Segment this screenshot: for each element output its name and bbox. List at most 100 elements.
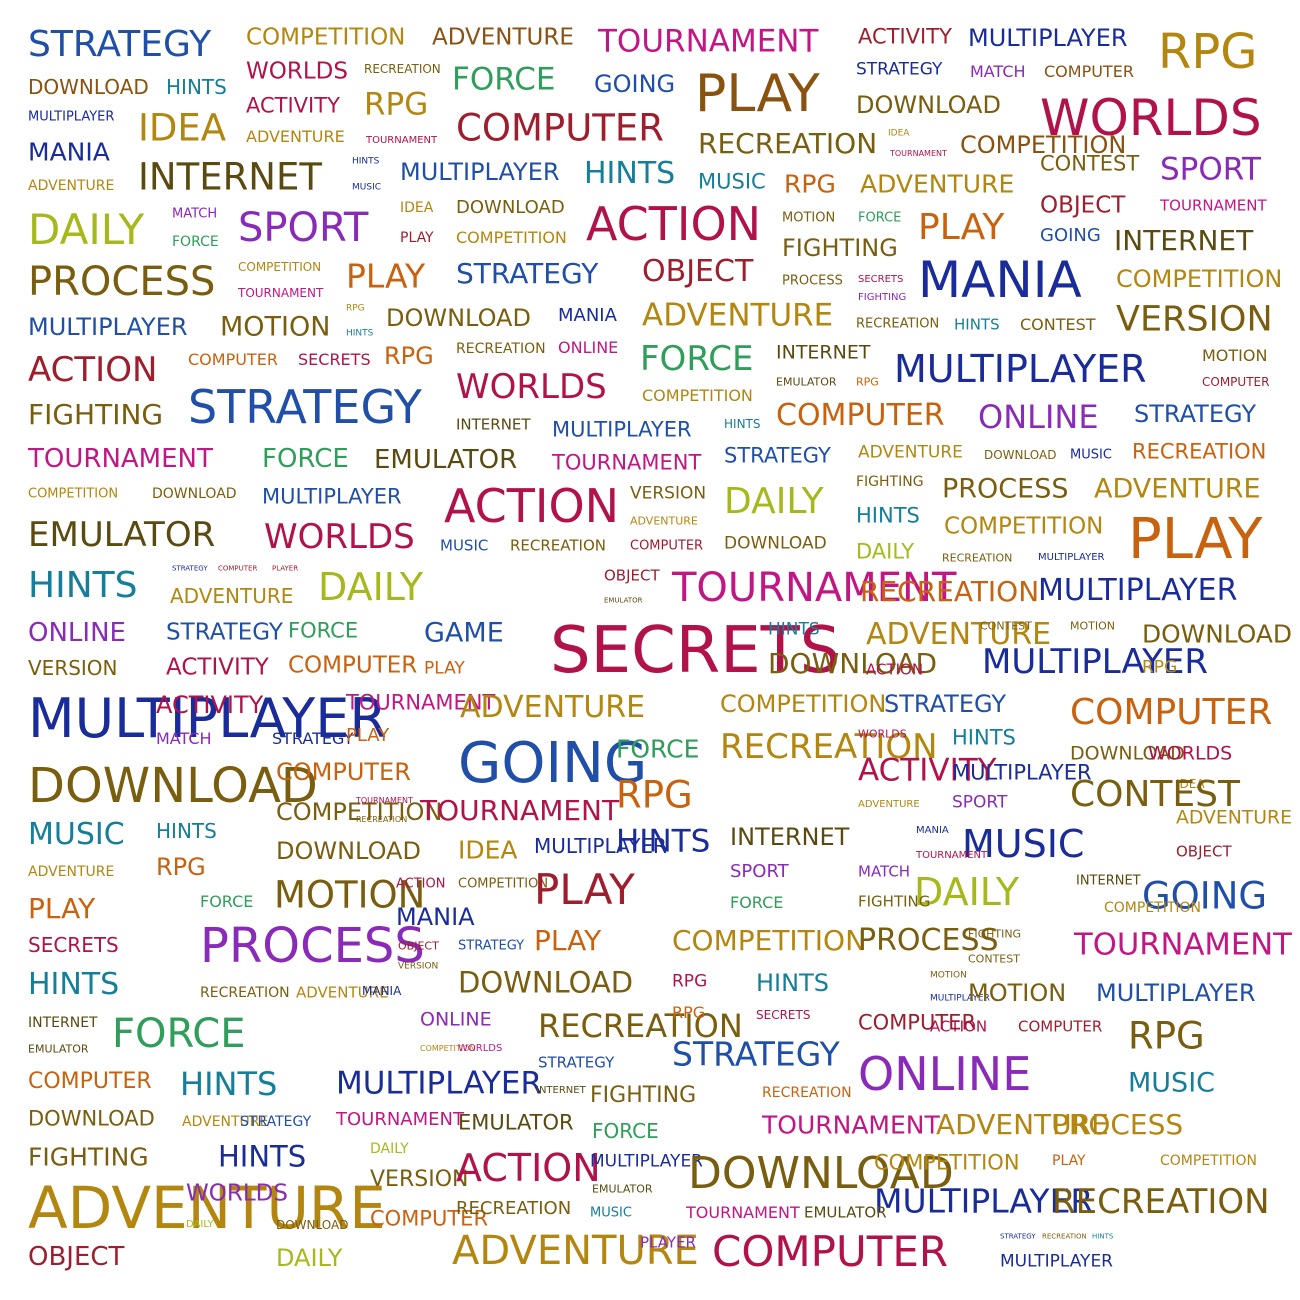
cloud-word: DOWNLOAD — [984, 448, 1057, 462]
cloud-word: ACTION — [866, 660, 924, 679]
cloud-word: RECREATION — [856, 316, 940, 332]
cloud-word: PLAY — [534, 865, 635, 914]
cloud-word: SPORT — [730, 861, 789, 882]
cloud-word: MULTIPLAYER — [28, 109, 115, 125]
cloud-word: OBJECT — [1040, 192, 1126, 219]
cloud-word: RECREATION — [860, 575, 1040, 608]
cloud-word: COMPETITION — [28, 486, 119, 502]
cloud-word: FIGHTING — [856, 474, 924, 490]
cloud-word: DOWNLOAD — [276, 837, 421, 865]
cloud-word: COMPETITION — [1116, 265, 1283, 293]
cloud-word: COMPETITION — [960, 131, 1127, 159]
cloud-word: RECREATION — [698, 127, 878, 160]
cloud-word: INTERNET — [1114, 224, 1254, 257]
cloud-word: COMPETITION — [944, 513, 1104, 540]
cloud-word: MULTIPLAYER — [590, 1151, 703, 1172]
cloud-word: COMPUTER — [1018, 1017, 1103, 1036]
cloud-word: COMPUTER — [712, 1227, 949, 1276]
cloud-word: RECREATION — [510, 536, 606, 555]
cloud-word: INTERNET — [730, 823, 850, 851]
cloud-word: DAILY — [856, 539, 915, 564]
cloud-word: MULTIPLAYER — [930, 993, 990, 1004]
cloud-word: RPG — [364, 86, 429, 123]
cloud-word: RPG — [384, 342, 434, 370]
cloud-word: ACTIVITY — [246, 93, 340, 118]
cloud-word: FIGHTING — [782, 234, 898, 262]
cloud-word: FORCE — [112, 1011, 246, 1057]
cloud-word: MUSIC — [352, 182, 382, 193]
cloud-word: WORLDS — [264, 517, 415, 557]
cloud-word: TOURNAMENT — [672, 565, 957, 611]
cloud-word: FORCE — [858, 210, 902, 226]
cloud-word: MULTIPLAYER — [534, 834, 667, 858]
cloud-word: HINTS — [180, 1065, 278, 1103]
cloud-word: INTERNET — [138, 155, 322, 199]
cloud-word: ACTIVITY — [156, 691, 264, 719]
cloud-word: INTERNET — [28, 1015, 98, 1031]
cloud-word: COMPETITION — [874, 1150, 1020, 1175]
cloud-word: FORCE — [616, 734, 700, 764]
cloud-word: DAILY — [914, 870, 1020, 914]
cloud-word: TOURNAMENT — [356, 796, 413, 805]
cloud-word: HINTS — [156, 819, 217, 843]
cloud-word: TOURNAMENT — [552, 450, 702, 475]
cloud-word: MOTION — [274, 873, 426, 917]
cloud-word: MOTION — [1202, 346, 1268, 365]
cloud-word: MUSIC — [962, 822, 1085, 866]
cloud-word: STRATEGY — [884, 690, 1007, 718]
cloud-word: PROCESS — [1052, 1108, 1184, 1141]
cloud-word: MULTIPLAYER — [262, 484, 402, 509]
cloud-word: OBJECT — [604, 566, 660, 585]
cloud-word: ADVENTURE — [936, 1108, 1109, 1141]
cloud-word: COMPUTER — [218, 564, 258, 573]
cloud-word: MATCH — [172, 206, 218, 222]
cloud-word: PLAY — [534, 924, 602, 957]
cloud-word: DOWNLOAD — [28, 75, 149, 99]
cloud-word: RPG — [616, 773, 693, 817]
cloud-word: RECREATION — [762, 1085, 852, 1101]
cloud-word: ADVENTURE — [1176, 807, 1292, 829]
cloud-word: TOURNAMENT — [598, 23, 819, 60]
cloud-word: MULTIPLAYER — [982, 642, 1208, 682]
cloud-word: RECREATION — [456, 1198, 572, 1219]
cloud-word: RPG — [1158, 24, 1258, 80]
cloud-word: MULTIPLAYER — [400, 158, 560, 186]
cloud-word: IDEA — [138, 106, 227, 150]
cloud-word: MULTIPLAYER — [1038, 573, 1238, 608]
cloud-word: RPG — [1128, 1014, 1205, 1058]
cloud-word: TOURNAMENT — [238, 286, 324, 300]
cloud-word: VERSION — [398, 961, 439, 972]
cloud-word: CONTEST — [1040, 151, 1140, 176]
cloud-word: PLAY — [918, 207, 1005, 248]
cloud-word: FIGHTING — [858, 292, 907, 303]
cloud-word: MUSIC — [1128, 1067, 1216, 1099]
cloud-word: INTERNET — [776, 341, 871, 364]
cloud-word: HINTS — [346, 328, 374, 339]
cloud-word: TOURNAMENT — [28, 444, 213, 474]
cloud-word: DAILY — [370, 1141, 409, 1157]
cloud-word: ACTION — [444, 479, 620, 533]
cloud-word: RECREATION — [356, 815, 408, 824]
cloud-word: PROCESS — [858, 923, 999, 958]
cloud-word: OBJECT — [398, 939, 439, 953]
cloud-word: MUSIC — [1070, 447, 1112, 463]
cloud-word: HINTS — [166, 75, 227, 99]
cloud-word: COMPUTER — [188, 350, 278, 369]
cloud-word: DOWNLOAD — [724, 533, 827, 554]
cloud-word: ADVENTURE — [28, 178, 115, 194]
cloud-word: INTERNET — [1076, 873, 1141, 889]
cloud-word: HINTS — [28, 565, 138, 606]
cloud-word: OBJECT — [28, 1242, 125, 1272]
cloud-word: COMPUTER — [776, 398, 945, 433]
cloud-word: ACTION — [586, 197, 762, 251]
cloud-word: RPG — [156, 853, 206, 881]
cloud-word: ACTION — [396, 876, 446, 892]
cloud-word: CONTEST — [1020, 315, 1096, 334]
cloud-word: STRATEGY — [1134, 400, 1257, 428]
cloud-word: EMULATOR — [374, 445, 518, 475]
cloud-word: WORLDS — [858, 727, 907, 741]
cloud-word: IDEA — [458, 835, 518, 865]
cloud-word: RECREATION — [1042, 1232, 1087, 1241]
cloud-word: ADVENTURE — [432, 24, 574, 51]
cloud-word: TOURNAMENT — [366, 135, 438, 146]
